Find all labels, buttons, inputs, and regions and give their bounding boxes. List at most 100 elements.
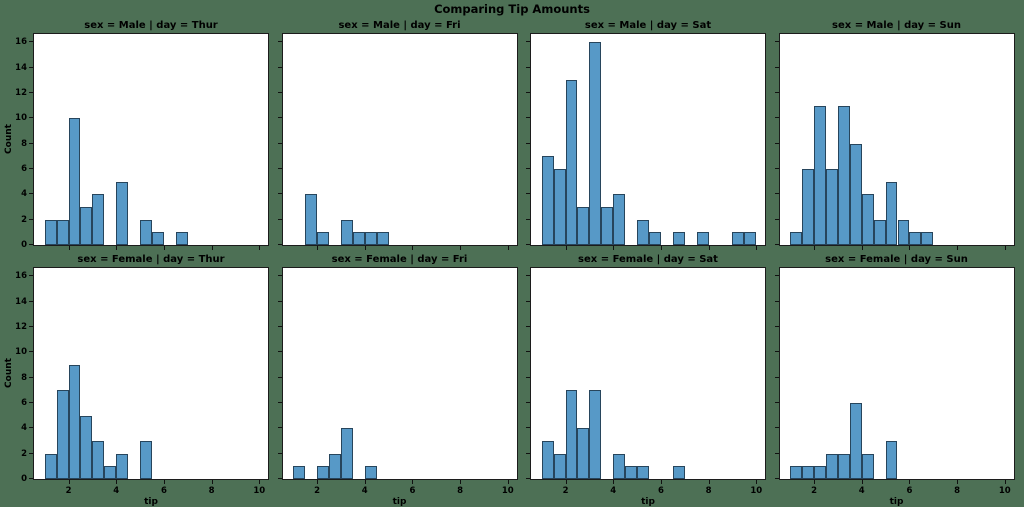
- histogram-bar: [340, 219, 353, 245]
- x-tick-label: 2: [314, 486, 321, 496]
- histogram-bar: [825, 453, 838, 479]
- y-tick-mark: [774, 142, 779, 144]
- histogram-bar: [553, 168, 566, 245]
- x-tick-label: 6: [657, 486, 664, 496]
- histogram-bar: [921, 232, 934, 245]
- y-tick-mark: [526, 401, 530, 403]
- facet-plot-male-sun: sex = Male | day = Sun: [774, 20, 1015, 250]
- x-tick-mark: [957, 246, 959, 250]
- x-tick-label: 10: [253, 486, 266, 496]
- x-tick-mark: [565, 246, 567, 250]
- x-tick-label: 8: [705, 486, 712, 496]
- histogram-bar: [577, 428, 590, 479]
- histogram-bar: [613, 194, 626, 245]
- histogram-bar: [672, 232, 685, 245]
- histogram-bar: [885, 440, 898, 479]
- y-tick-label: 8: [21, 372, 27, 383]
- y-tick-mark: [277, 427, 282, 429]
- histogram-bar: [293, 466, 306, 479]
- y-tick-mark: [277, 218, 282, 220]
- x-tick-mark: [814, 246, 816, 250]
- histogram-bar: [837, 105, 850, 245]
- histogram-bar: [825, 168, 838, 245]
- y-tick-mark: [526, 427, 530, 429]
- x-tick-mark: [364, 246, 366, 250]
- x-tick-mark: [909, 480, 911, 484]
- histogram-bar: [175, 232, 188, 245]
- y-tick-label: 4: [21, 423, 27, 434]
- histogram-bar: [364, 232, 377, 245]
- histogram-bar: [649, 232, 661, 245]
- y-tick-mark: [526, 300, 530, 302]
- y-axis-label-row-male: Count: [4, 124, 14, 154]
- x-tick-mark: [861, 480, 863, 484]
- y-tick-mark: [774, 41, 779, 43]
- y-tick-mark: [29, 351, 33, 353]
- y-tick-mark: [29, 401, 33, 403]
- y-tick-mark: [277, 452, 282, 454]
- x-tick-mark: [708, 480, 710, 484]
- histogram-bar: [790, 232, 803, 245]
- y-tick-mark: [774, 325, 779, 327]
- y-tick-mark: [526, 41, 530, 43]
- facet-title: sex = Female | day = Sat: [578, 254, 718, 265]
- histogram-bar: [625, 466, 638, 479]
- y-tick-mark: [29, 300, 33, 302]
- x-tick-mark: [660, 480, 662, 484]
- histogram-bar: [589, 390, 602, 479]
- y-tick-mark: [29, 66, 33, 68]
- y-tick-mark: [526, 452, 530, 454]
- y-tick-mark: [526, 91, 530, 93]
- histogram-bar: [317, 466, 329, 479]
- x-tick-mark: [909, 246, 911, 250]
- histogram-bar: [140, 440, 152, 479]
- y-tick-mark: [774, 117, 779, 119]
- y-tick-mark: [774, 91, 779, 93]
- histogram-bar: [340, 428, 353, 479]
- y-tick-mark: [526, 66, 530, 68]
- y-tick-mark: [277, 142, 282, 144]
- x-tick-mark: [317, 246, 319, 250]
- y-tick-mark: [277, 325, 282, 327]
- y-tick-mark: [774, 218, 779, 220]
- histogram-bar: [790, 466, 803, 479]
- facet-plot-female-thur: sex = Female | day = Thur tip 2 4 6 8 10 0 2 4 6…: [15, 254, 269, 507]
- y-tick-mark: [277, 478, 282, 479]
- x-tick-mark: [163, 480, 165, 484]
- y-tick-mark: [277, 117, 282, 119]
- y-tick-mark: [29, 218, 33, 220]
- facet-plot-female-sat: sex = Female | day = Sat tip 2 4 6 8 10: [526, 254, 766, 507]
- y-tick-mark: [774, 351, 779, 353]
- histogram-bar: [637, 219, 649, 245]
- x-tick-label: 2: [811, 486, 818, 496]
- x-axis-label: tip: [641, 497, 655, 507]
- y-tick-mark: [277, 244, 282, 245]
- x-tick-label: 6: [906, 486, 913, 496]
- y-tick-mark: [526, 193, 530, 195]
- histogram-bar: [577, 206, 590, 245]
- y-tick-label: 10: [15, 347, 27, 358]
- y-tick-mark: [277, 41, 282, 43]
- y-tick-mark: [29, 142, 33, 144]
- x-tick-label: 4: [361, 486, 368, 496]
- y-tick-mark: [29, 41, 33, 43]
- y-tick-mark: [29, 91, 33, 93]
- x-tick-mark: [957, 480, 959, 484]
- x-tick-mark: [364, 480, 366, 484]
- facet-plot-female-fri: sex = Female | day = Fri tip 2 4 6 8 10: [277, 254, 518, 507]
- x-tick-mark: [613, 480, 615, 484]
- y-tick-label: 14: [15, 296, 27, 307]
- y-tick-mark: [29, 117, 33, 119]
- histogram-bar: [56, 390, 69, 479]
- y-tick-mark: [526, 275, 530, 277]
- x-axis-label: tip: [889, 497, 904, 507]
- histogram-bar: [849, 402, 862, 479]
- histogram-bar: [873, 219, 886, 245]
- y-tick-label: 6: [21, 397, 27, 408]
- histogram-bar: [364, 466, 377, 479]
- histogram-bar: [565, 390, 578, 479]
- y-tick-mark: [277, 193, 282, 195]
- y-tick-mark: [277, 167, 282, 169]
- histogram-bar: [104, 466, 117, 479]
